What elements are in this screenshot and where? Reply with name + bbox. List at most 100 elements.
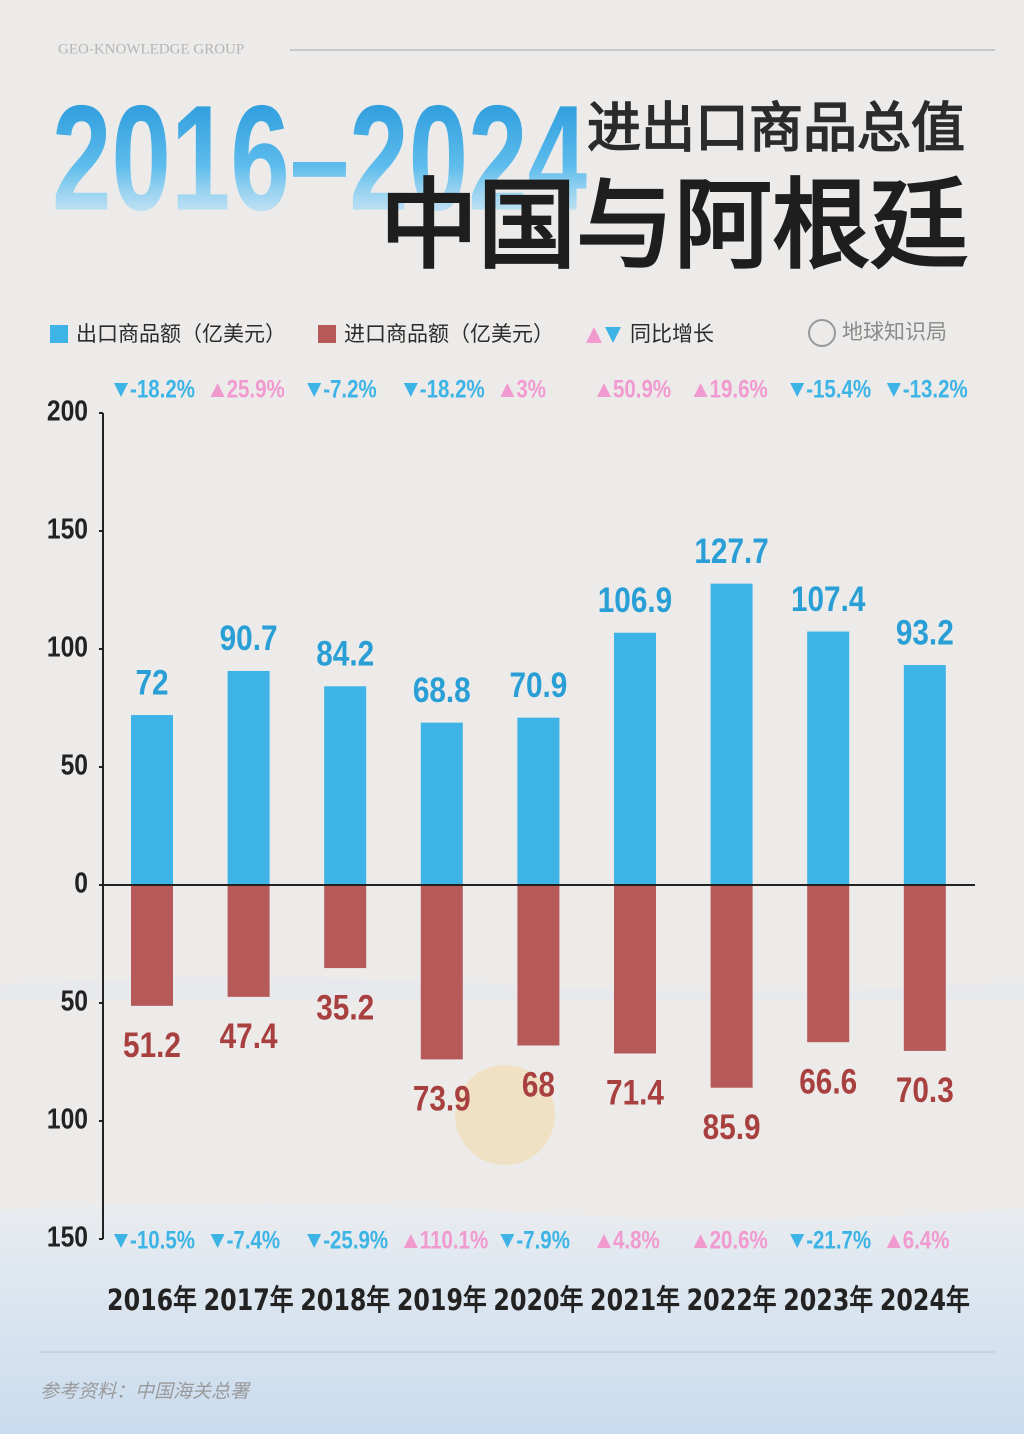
yoy-arrow [307, 383, 322, 397]
x-tick-label: 2020年 [493, 1284, 583, 1318]
data-label: 127.7 [694, 532, 768, 571]
yoy-label: -15.4% [806, 375, 871, 403]
data-label: 84.2 [316, 634, 374, 673]
title-years: 2016–2024 [52, 74, 587, 242]
brand-top: GEO-KNOWLEDGE GROUP [58, 41, 244, 57]
data-label: 85.9 [703, 1108, 761, 1147]
yoy-label: 6.4% [903, 1226, 950, 1254]
bar [131, 715, 173, 885]
yoy-label: -18.2% [130, 375, 195, 403]
legend-label: 进口商品额（亿美元） [344, 322, 554, 346]
data-label: 93.2 [896, 613, 954, 652]
y-tick-label: 100 [47, 631, 88, 663]
data-label: 70.3 [896, 1071, 954, 1110]
yoy-label: 19.6% [710, 375, 768, 403]
yoy-label: 3% [516, 375, 546, 403]
y-tick-label: 100 [47, 1103, 88, 1135]
bar [614, 885, 656, 1054]
yoy-arrow [114, 1234, 128, 1248]
y-tick-label: 200 [47, 395, 88, 427]
yoy-label: -25.9% [323, 1226, 388, 1254]
x-tick-label: 2023年 [783, 1284, 873, 1318]
yoy-arrow [307, 1234, 322, 1248]
legend-swatch-import [318, 325, 336, 343]
bar [420, 885, 463, 1060]
bar [903, 665, 946, 885]
yoy-label: 25.9% [227, 375, 285, 403]
y-tick-label: 50 [61, 749, 88, 781]
bar [420, 722, 463, 885]
bar [517, 717, 560, 885]
legend-down [605, 327, 621, 343]
x-tick-label: 2017年 [204, 1284, 294, 1318]
yoy-arrow [693, 383, 708, 397]
source: 参考资料：中国海关总署 [40, 1380, 251, 1402]
bar [517, 885, 560, 1046]
yoy-label: -13.2% [903, 375, 968, 403]
yoy-label: -10.5% [130, 1226, 195, 1254]
yoy-label: 20.6% [710, 1226, 768, 1254]
yoy-arrow [693, 1234, 708, 1248]
x-tick-label: 2021年 [590, 1284, 680, 1318]
sea-band [0, 1202, 1024, 1434]
data-label: 70.9 [509, 666, 567, 705]
yoy-arrow [790, 1234, 805, 1248]
yoy-arrow [886, 1234, 901, 1248]
yoy-arrow [790, 383, 805, 397]
legend-label: 同比增长 [630, 322, 714, 346]
data-label: 66.6 [799, 1062, 857, 1101]
yoy-arrow [210, 1234, 225, 1248]
yoy-arrow [403, 383, 418, 397]
title: 进出口商品总值 [587, 97, 965, 160]
data-label: 47.4 [220, 1017, 278, 1056]
legend-label: 出口商品额（亿美元） [76, 322, 286, 346]
data-label: 106.9 [598, 581, 672, 620]
data-label: 51.2 [123, 1026, 181, 1065]
bar [324, 686, 367, 885]
data-label: 107.4 [791, 580, 865, 619]
data-label: 71.4 [606, 1073, 664, 1112]
y-tick-label: 150 [47, 513, 88, 545]
y-tick-label: 0 [74, 867, 88, 899]
y-tick-label: 150 [47, 1221, 88, 1253]
bar [324, 885, 367, 969]
legend-swatch-export [50, 325, 68, 343]
bar [807, 631, 850, 885]
yoy-label: 4.8% [613, 1226, 660, 1254]
yoy-label: 50.9% [613, 375, 671, 403]
data-label: 35.2 [316, 988, 374, 1027]
yoy-arrow [500, 1234, 515, 1248]
yoy-arrow [210, 383, 225, 397]
x-tick-label: 2024年 [880, 1284, 970, 1318]
yoy-label: -7.2% [323, 375, 377, 403]
x-tick-label: 2016年 [107, 1284, 197, 1318]
bar [131, 885, 173, 1006]
yoy-arrow [500, 383, 515, 397]
bar [710, 583, 753, 885]
brand: 地球知识局 [842, 320, 947, 344]
yoy-arrow [597, 1234, 611, 1248]
yoy-arrow [114, 383, 128, 397]
bar [710, 885, 753, 1088]
data-label: 68.8 [413, 671, 471, 710]
yoy-label: -7.9% [516, 1226, 570, 1254]
yoy-label: -7.4% [227, 1226, 281, 1254]
yoy-label: 110.1% [420, 1226, 488, 1254]
bar [807, 885, 850, 1043]
x-tick-label: 2022年 [687, 1284, 777, 1318]
x-tick-label: 2018年 [300, 1284, 390, 1318]
bar [227, 670, 270, 885]
y-tick-label: 50 [61, 985, 88, 1017]
yoy-label: -21.7% [806, 1226, 871, 1254]
yoy-label: -18.2% [420, 375, 485, 403]
bar [227, 885, 270, 997]
bar [614, 632, 656, 885]
yoy-arrow [886, 383, 901, 397]
legend-up [586, 327, 602, 343]
data-label: 72 [135, 663, 168, 702]
x-tick-label: 2019年 [397, 1284, 487, 1318]
data-label: 68 [522, 1065, 555, 1104]
sun [455, 1065, 555, 1165]
